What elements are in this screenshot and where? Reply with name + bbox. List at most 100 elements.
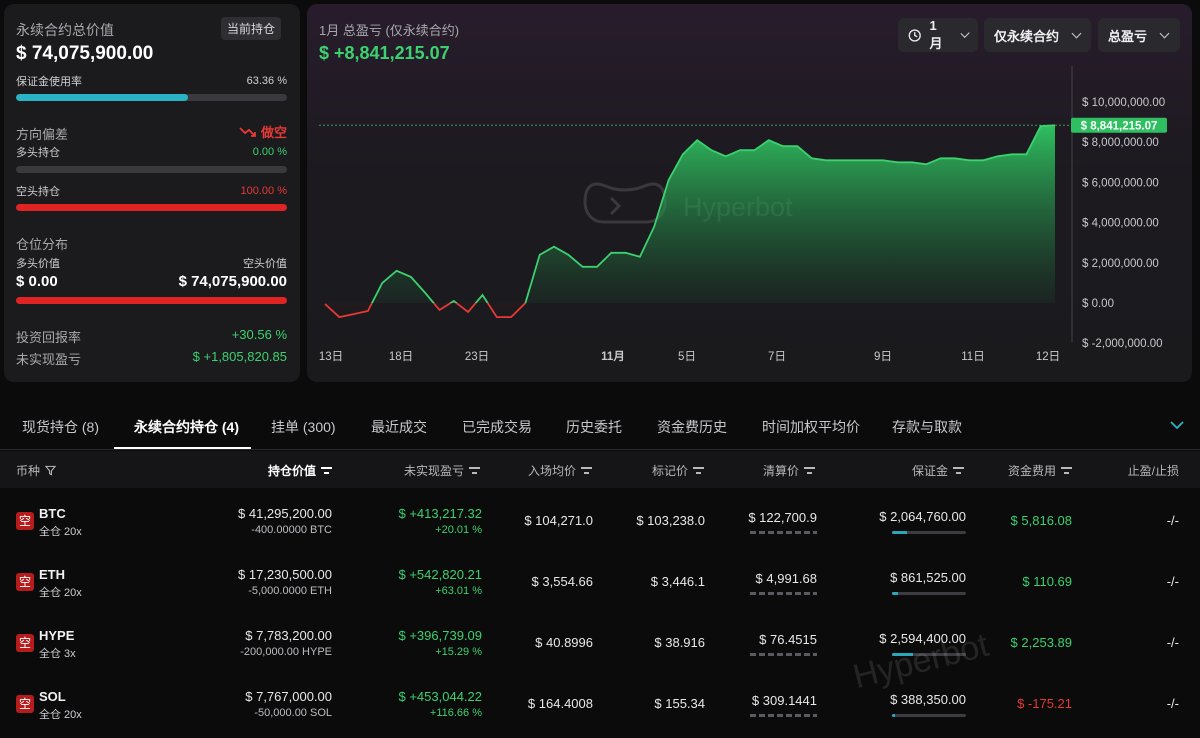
margin-ratio-bar	[892, 592, 966, 595]
tpsl-value[interactable]: -/-	[1166, 635, 1179, 650]
short-value-label: 空头价值	[243, 258, 287, 270]
chart-total-value: $ +8,841,215.07	[319, 43, 450, 63]
entry-price: $ 3,554.66	[531, 574, 593, 589]
total-value-label: 永续合约总价值	[16, 22, 114, 38]
position-value-cell: $ 7,767,000.00 -50,000.00 SOL	[245, 689, 332, 719]
tab-open-orders[interactable]: 挂单 (300)	[271, 419, 336, 435]
chart-title: 1月 总盈亏 (仅永续合约)	[319, 23, 460, 38]
col-entry[interactable]: 入场均价	[528, 462, 592, 479]
position-value-cell: $ 17,230,500.00 -5,000.0000 ETH	[238, 567, 332, 597]
unrealized-value: $ +453,044.22	[398, 689, 483, 704]
unrealized-cell: $ +396,739.09 +15.29 %	[399, 628, 483, 658]
tab-funding-history[interactable]: 资金费历史	[657, 419, 727, 435]
pnl-chart-card: 1月 总盈亏 (仅永续合约) $ +8,841,215.07 1月 仅永续合约 …	[307, 4, 1192, 382]
current-position-badge[interactable]: 当前持仓	[221, 17, 282, 40]
tab-recent-trades[interactable]: 最近成交	[371, 419, 427, 435]
long-position-label: 多头持仓	[16, 147, 60, 159]
col-position-value[interactable]: 持仓价值	[268, 462, 332, 479]
table-row[interactable]: 空 BTC 全仓 20x $ 41,295,200.00 -400.00000 B…	[0, 490, 1200, 551]
liq-price: $ 76.4515	[759, 632, 817, 647]
liq-price: $ 122,700.9	[748, 510, 817, 525]
y-tick-label: $ 2,000,000.00	[1082, 258, 1159, 270]
x-tick-label: 12日	[1036, 351, 1060, 363]
short-side-badge: 空	[16, 512, 34, 530]
long-value-label: 多头价值	[16, 258, 60, 270]
unrealized-pct: +63.01 %	[435, 585, 482, 597]
total-value: $ 74,075,900.00	[16, 43, 154, 64]
margin-usage-label: 保证金使用率	[16, 76, 82, 88]
col-margin[interactable]: 保证金	[912, 462, 964, 479]
loss-line	[324, 303, 527, 319]
long-position-bar	[16, 166, 287, 173]
x-tick-label: 5日	[678, 351, 696, 363]
col-funding-label: 资金费用	[1007, 464, 1056, 478]
roi-label: 投资回报率	[16, 330, 82, 345]
last-value-tag: $ 8,841,215.07	[1071, 117, 1167, 133]
col-margin-label: 保证金	[911, 464, 948, 478]
tab-completed-trades[interactable]: 已完成交易	[462, 419, 532, 435]
table-row[interactable]: 空 ETH 全仓 20x $ 17,230,500.00 -5,000.0000 …	[0, 551, 1200, 612]
liq-distance-indicator	[750, 592, 817, 595]
col-unrealized[interactable]: 未实现盈亏	[404, 462, 480, 479]
scope-dropdown[interactable]: 仅永续合约	[984, 18, 1091, 52]
col-liq[interactable]: 清算价	[763, 462, 815, 479]
period-dropdown[interactable]: 1月	[898, 18, 978, 52]
col-position-value-label: 持仓价值	[267, 464, 316, 478]
short-position-label: 空头持仓	[16, 186, 60, 198]
col-mark-label: 标记价	[651, 464, 688, 478]
tpsl-value[interactable]: -/-	[1166, 513, 1179, 528]
coin-symbol[interactable]: SOL	[39, 689, 66, 704]
tab-twap[interactable]: 时间加权平均价	[762, 419, 860, 435]
funnel-filter-icon[interactable]	[45, 465, 57, 476]
unrealized-value: $ +1,805,820.85	[192, 349, 287, 364]
tpsl-value[interactable]: -/-	[1166, 574, 1179, 589]
col-coin-label: 币种	[16, 464, 41, 478]
table-row[interactable]: 空 SOL 全仓 20x $ 7,767,000.00 -50,000.00 SO…	[0, 673, 1200, 734]
col-tpsl: 止盈/止损	[1128, 462, 1179, 479]
table-row[interactable]: 空 HYPE 全仓 3x $ 7,783,200.00 -200,000.00 H…	[0, 612, 1200, 673]
position-value-cell: $ 41,295,200.00 -400.00000 BTC	[238, 506, 332, 536]
sort-icon	[804, 466, 815, 475]
margin-value: $ 2,594,400.00	[879, 631, 966, 646]
mark-price: $ 3,446.1	[650, 574, 705, 589]
short-position-pct: 100.00 %	[240, 185, 287, 197]
y-axis-ticks: $ 10,000,000.00 $ 8,000,000.00 $ 6,000,000…	[1082, 97, 1165, 350]
clock-icon	[908, 28, 921, 42]
metric-dropdown[interactable]: 总盈亏	[1098, 18, 1180, 52]
profit-line	[370, 124, 1056, 303]
bias-label: 方向偏差	[16, 127, 69, 142]
expand-chevron-icon[interactable]	[1169, 420, 1185, 430]
tab-deposits-withdrawals[interactable]: 存款与取款	[892, 419, 962, 435]
hyperbot-logo-icon	[583, 182, 667, 224]
coin-symbol[interactable]: BTC	[39, 506, 66, 521]
margin-ratio-bar	[892, 653, 966, 656]
unrealized-value: $ +542,820.21	[398, 567, 483, 582]
coin-symbol[interactable]: ETH	[39, 567, 65, 582]
col-mark[interactable]: 标记价	[652, 462, 704, 479]
y-tick-label: $ 0.00	[1082, 298, 1114, 310]
position-size: -400.00000 BTC	[251, 524, 332, 536]
col-liq-label: 清算价	[762, 464, 799, 478]
y-tick-label: $ 10,000,000.00	[1082, 97, 1165, 109]
col-tpsl-label: 止盈/止损	[1127, 464, 1179, 478]
mark-price: $ 103,238.0	[636, 513, 705, 528]
tab-perp-holdings[interactable]: 永续合约持仓 (4)	[134, 419, 239, 435]
margin-usage-pct: 63.36 %	[246, 75, 287, 87]
summary-card: 永续合约总价值 当前持仓 $ 74,075,900.00 保证金使用率 63.3…	[4, 4, 300, 382]
x-tick-label: 11日	[961, 351, 984, 363]
margin-value: $ 861,525.00	[890, 570, 966, 585]
entry-price: $ 164.4008	[527, 696, 593, 711]
tab-order-history[interactable]: 历史委托	[566, 419, 622, 435]
x-tick-label: 18日	[389, 351, 413, 363]
tpsl-value[interactable]: -/-	[1166, 696, 1179, 711]
col-coin[interactable]: 币种	[16, 462, 57, 479]
coin-symbol[interactable]: HYPE	[39, 628, 75, 643]
long-position-pct: 0.00 %	[252, 146, 287, 158]
sort-icon	[581, 466, 592, 475]
tab-spot-holdings[interactable]: 现货持仓 (8)	[22, 419, 99, 435]
sort-icon	[693, 466, 704, 475]
distribution-label: 仓位分布	[16, 237, 69, 252]
x-tick-label: 13日	[319, 351, 343, 363]
col-funding[interactable]: 资金费用	[1008, 462, 1072, 479]
y-tick-label: $ 4,000,000.00	[1082, 218, 1159, 230]
